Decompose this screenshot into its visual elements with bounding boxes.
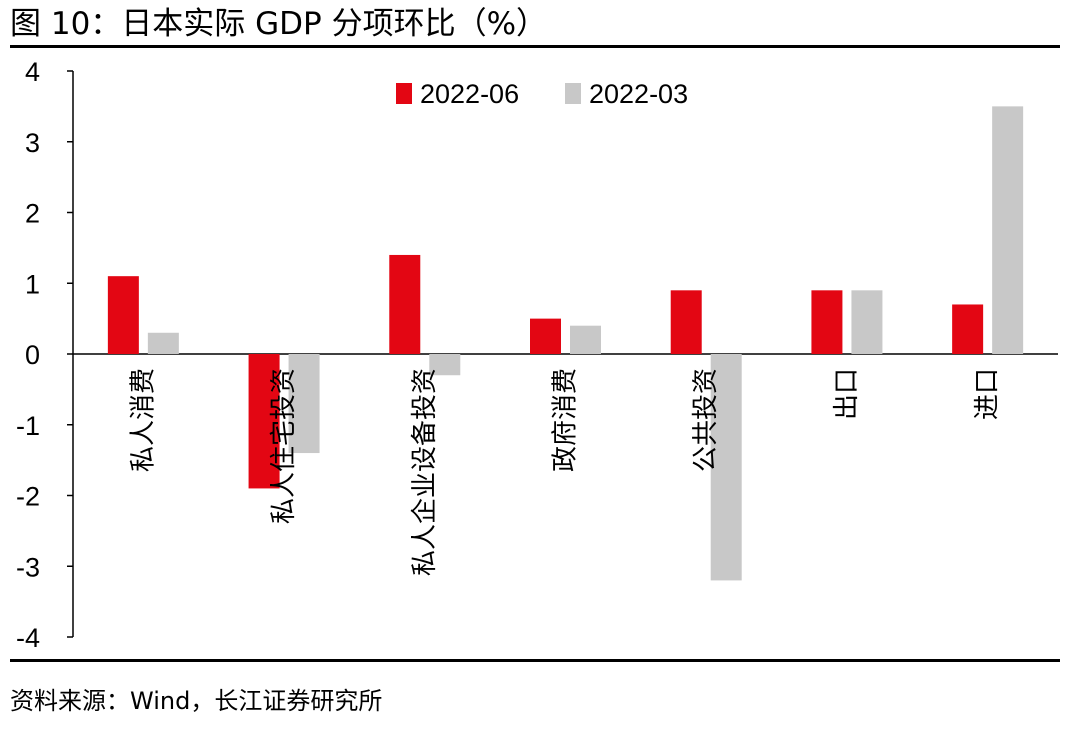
source-rule xyxy=(10,659,1060,662)
legend-swatch-2022-06 xyxy=(396,83,412,104)
y-tick-label: -2 xyxy=(16,482,40,512)
y-tick-label: 3 xyxy=(25,128,40,158)
bar-2022-03-6 xyxy=(851,290,883,354)
bar-2022-06-7 xyxy=(952,304,984,354)
category-label: 进口 xyxy=(973,368,1003,420)
y-tick-label: -1 xyxy=(16,411,40,441)
title-rule xyxy=(10,45,1060,48)
bar-2022-03-1 xyxy=(147,332,179,354)
source-note: 资料来源：Wind，长江证券研究所 xyxy=(10,687,383,715)
category-label: 出口 xyxy=(832,368,862,420)
y-tick-label: 4 xyxy=(25,57,40,87)
legend-label-2022-03: 2022-03 xyxy=(589,79,688,109)
bar-2022-03-5 xyxy=(710,354,742,581)
bar-2022-03-7 xyxy=(992,106,1024,354)
bar-2022-03-4 xyxy=(570,325,601,354)
legend-label-2022-06: 2022-06 xyxy=(420,79,519,109)
bar-2022-03-2 xyxy=(288,354,320,454)
bar-2022-06-6 xyxy=(811,290,843,354)
chart-title: 图 10：日本实际 GDP 分项环比（%） xyxy=(10,6,548,42)
category-label: 私人企业设备投资 xyxy=(410,368,440,576)
legend-swatch-2022-03 xyxy=(565,83,581,104)
y-tick-label: -3 xyxy=(16,552,40,582)
category-label: 私人住宅投资 xyxy=(269,368,299,524)
category-labels: 私人消费 私人住宅投资 私人企业设备投资 政府消费 公共投资 出口 进口 xyxy=(128,368,1002,576)
bar-2022-06-1 xyxy=(107,276,139,354)
bar-2022-06-5 xyxy=(670,290,702,354)
category-label: 政府消费 xyxy=(551,368,581,472)
y-tick-label: -4 xyxy=(16,623,40,653)
bar-2022-03-3 xyxy=(429,354,461,376)
bar-2022-06-3 xyxy=(389,254,421,354)
bar-2022-06-2 xyxy=(248,354,280,489)
bar-2022-06-4 xyxy=(530,318,561,354)
chart-legend: 2022-06 2022-03 xyxy=(396,79,688,109)
chart-bars xyxy=(107,106,1024,581)
chart-axes: 4 3 2 1 0 -1 -2 -3 -4 xyxy=(16,57,1058,653)
category-label: 公共投资 xyxy=(691,368,721,472)
y-tick-label: 0 xyxy=(25,340,40,370)
y-tick-label: 1 xyxy=(25,269,40,299)
y-tick-label: 2 xyxy=(25,199,40,229)
category-label: 私人消费 xyxy=(128,368,158,472)
